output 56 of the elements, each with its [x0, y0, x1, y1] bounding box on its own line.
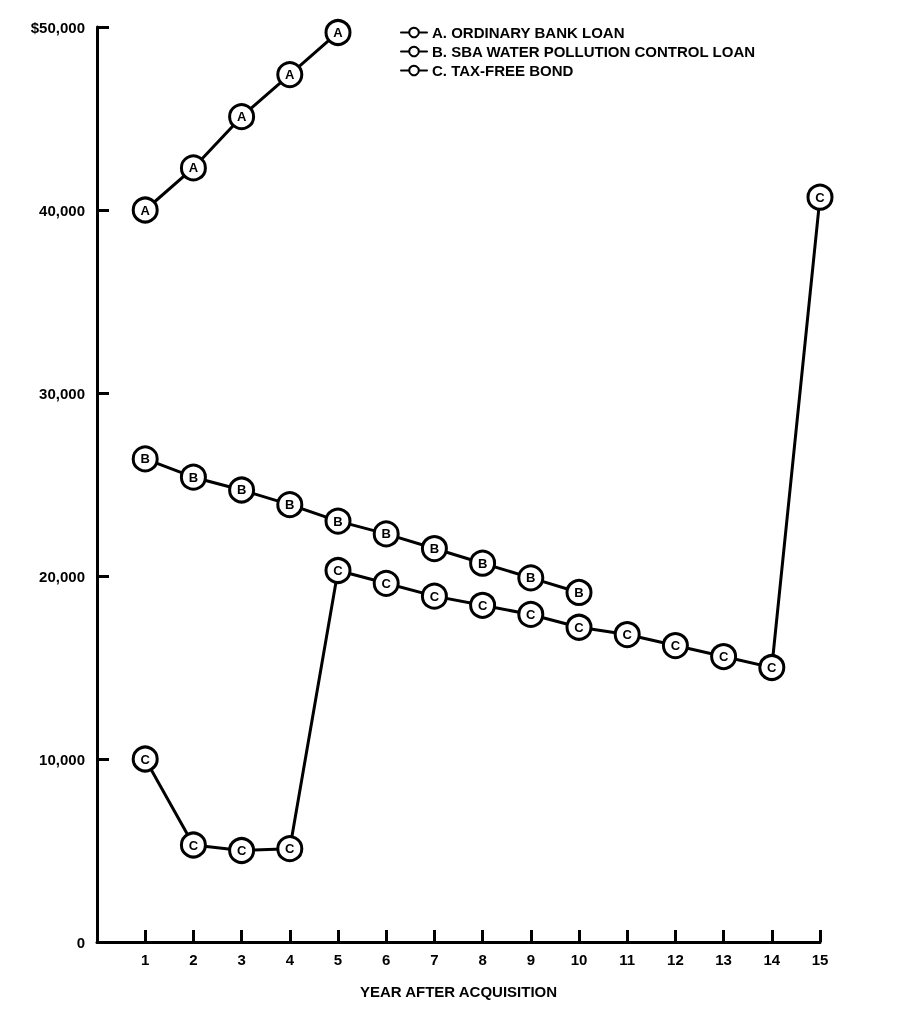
data-label: B: [429, 541, 440, 557]
data-label: C: [815, 189, 826, 205]
x-axis-title: YEAR AFTER ACQUISITION: [359, 983, 558, 1000]
data-label: A: [188, 160, 199, 176]
y-tick-label: 30,000: [39, 384, 85, 402]
y-tick-label: 10,000: [39, 750, 85, 768]
legend-label: C. TAX-FREE BOND: [432, 62, 574, 79]
data-label: C: [285, 841, 296, 857]
data-label: B: [333, 513, 343, 529]
data-label: A: [285, 67, 296, 83]
data-label: C: [333, 563, 344, 579]
data-label: A: [236, 109, 247, 125]
x-tick-label: 10: [570, 951, 588, 968]
x-tick-label: 4: [285, 951, 295, 968]
x-tick-label: 7: [430, 951, 439, 968]
data-label: B: [188, 469, 199, 485]
x-tick-label: 3: [237, 951, 246, 968]
data-label: B: [140, 451, 150, 467]
point: [565, 578, 593, 606]
x-tick-label: 8: [478, 951, 487, 968]
x-tick-label: 9: [526, 951, 535, 968]
x-tick-label: 11: [619, 951, 636, 968]
y-tick-label: 40,000: [39, 201, 85, 219]
x-tick-label: 12: [667, 951, 684, 968]
x-tick-label: 13: [715, 951, 732, 968]
x-tick-label: 15: [811, 951, 829, 968]
data-label: C: [526, 606, 537, 622]
data-label: B: [381, 526, 391, 542]
data-label: C: [767, 660, 778, 675]
data-label: B: [574, 584, 584, 600]
legend-label: A. ORDINARY BANK LOAN: [432, 24, 625, 41]
data-label: B: [526, 570, 536, 586]
x-tick-label: 2: [189, 951, 198, 968]
x-tick-label: 5: [333, 951, 343, 968]
y-tick-label: 20,000: [39, 567, 85, 585]
data-label: B: [477, 555, 488, 571]
x-tick-label: 6: [382, 951, 391, 968]
x-tick-label: 1: [141, 951, 150, 968]
data-label: B: [285, 497, 295, 513]
y-tick-label: $50,000: [30, 18, 85, 36]
data-label: A: [140, 202, 151, 218]
data-label: C: [622, 627, 633, 643]
legend-label: B. SBA WATER POLLUTION CONTROL LOAN: [432, 43, 756, 60]
data-label: C: [381, 575, 392, 591]
x-tick-label: 14: [763, 951, 781, 968]
data-label: C: [718, 649, 729, 665]
data-label: B: [236, 482, 247, 498]
data-label: C: [477, 597, 488, 613]
data-label: A: [333, 24, 344, 40]
data-label: C: [429, 588, 440, 604]
data-label: C: [140, 751, 151, 767]
y-tick-label: 0: [76, 933, 85, 951]
data-label: C: [670, 638, 681, 654]
data-label: C: [236, 843, 247, 858]
data-label: C: [188, 837, 199, 853]
data-label: C: [574, 619, 585, 635]
